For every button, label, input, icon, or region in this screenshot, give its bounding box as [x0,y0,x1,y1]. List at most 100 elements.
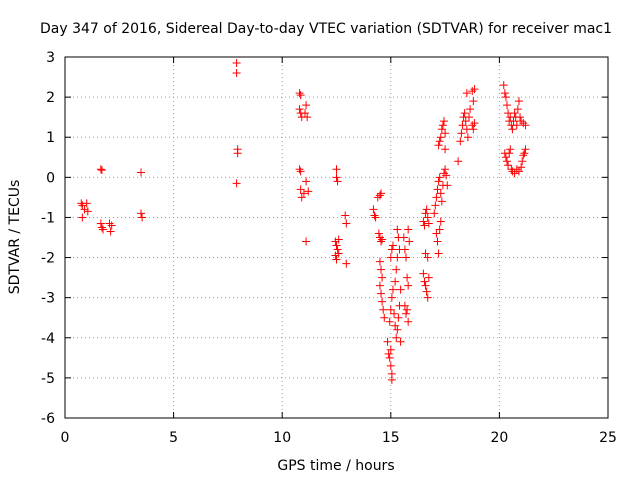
y-tick-label: 2 [46,90,55,106]
data-point [78,201,87,210]
data-point [420,277,429,286]
data-point [437,197,446,206]
y-tick-label: 3 [46,50,55,66]
data-point [431,201,440,210]
data-point [521,121,530,130]
data-point [334,249,343,258]
data-point [405,237,414,246]
data-point [509,117,518,126]
data-point [456,137,465,146]
data-point [377,289,386,298]
data-point [97,166,106,175]
data-point [520,149,529,158]
data-point [501,153,510,162]
data-point [508,125,517,134]
data-point [232,59,241,68]
data-point [296,91,305,100]
data-point [441,145,450,154]
data-point [334,235,343,244]
data-points [77,59,530,384]
data-point [377,189,386,198]
data-point [386,305,395,314]
data-point [232,69,241,78]
data-point [138,213,147,222]
data-point [396,285,405,294]
data-point [435,137,444,146]
data-point [518,157,527,166]
data-point [105,219,114,228]
data-point [97,223,106,232]
data-point [386,345,395,354]
data-point [443,181,452,190]
data-point [423,213,432,222]
y-tick-label: -3 [41,291,55,307]
plot-frame [64,56,609,419]
data-point [434,177,443,186]
data-point [83,207,92,216]
data-point [438,121,447,130]
x-tick-label: 20 [490,430,508,446]
data-point [332,173,341,182]
axis-ticks: 0 5 10 15 20 25 -6 -5 -4 -3 -2 -1 0 1 2 3 [41,50,617,446]
data-point [420,221,429,230]
data-point [430,209,439,218]
data-point [378,235,387,244]
data-point [295,89,304,98]
y-tick-label: -6 [41,411,55,427]
data-point [470,119,479,128]
data-point [341,211,350,220]
data-point [504,161,513,170]
data-point [514,97,523,106]
y-tick-label: -2 [41,251,55,267]
data-point [385,317,394,326]
data-point [434,141,443,150]
data-point [435,225,444,234]
data-point [404,225,413,234]
data-point [421,249,430,258]
grid [65,57,608,418]
data-point [233,149,242,158]
data-point [399,233,408,242]
data-point [375,257,384,266]
data-point [393,253,402,262]
data-point [391,277,400,286]
data-point [468,121,477,130]
data-point [137,209,146,218]
data-point [388,241,397,250]
data-point [462,89,471,98]
data-point [457,129,466,138]
data-point [333,245,342,254]
data-point [371,213,380,222]
y-tick-label: 0 [46,170,55,186]
data-point [332,241,341,250]
data-point [469,97,478,106]
x-tick-label: 5 [169,430,178,446]
data-point [302,237,311,246]
data-point [342,259,351,268]
data-point [422,205,431,214]
data-point [463,133,472,142]
data-point [232,179,241,188]
data-point [333,177,342,186]
data-point [423,293,432,302]
data-point [436,217,445,226]
data-point [400,245,409,254]
data-point [295,105,304,114]
y-axis-label: SDTVAR / TECUs [7,180,23,295]
data-point [384,349,393,358]
data-point [296,185,305,194]
data-point [423,253,432,262]
data-point [435,173,444,182]
data-point [468,87,477,96]
data-point [303,113,312,122]
x-tick-label: 0 [61,430,70,446]
data-point [331,251,340,260]
data-point [99,225,108,234]
y-tick-label: -1 [41,210,55,226]
data-point [96,165,105,174]
data-point [137,168,146,177]
data-point [403,273,412,282]
data-point [106,227,115,236]
data-point [370,211,379,220]
